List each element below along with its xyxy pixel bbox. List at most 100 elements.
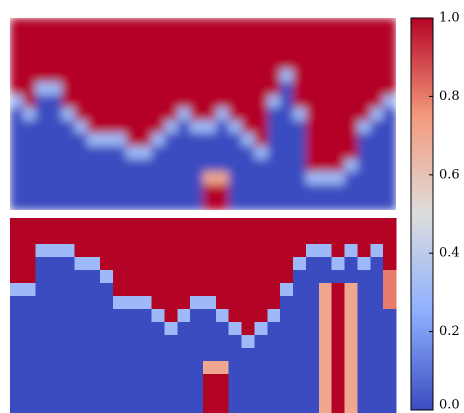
- heatmap-cell: [241, 120, 256, 134]
- heatmap-cell: [254, 94, 268, 109]
- heatmap-cell: [280, 361, 294, 375]
- heatmap-cell: [344, 120, 358, 134]
- heatmap-cell: [138, 197, 153, 210]
- heatmap-cell: [100, 82, 114, 96]
- heatmap-cell: [151, 158, 165, 173]
- heatmap-cell: [383, 69, 396, 83]
- heatmap-cell: [112, 43, 127, 57]
- heatmap-cell: [48, 361, 63, 375]
- heatmap-cell: [112, 158, 127, 173]
- heatmap-cell: [125, 94, 140, 109]
- heatmap-cell: [203, 133, 217, 147]
- heatmap-cell: [305, 231, 320, 245]
- heatmap-cell: [228, 43, 243, 57]
- heatmap-cell: [241, 374, 256, 388]
- heatmap-cell: [48, 43, 63, 57]
- heatmap-cell: [138, 335, 153, 349]
- heatmap-cell: [331, 257, 346, 271]
- heatmap-cell: [267, 107, 281, 121]
- heatmap-cell: [100, 146, 114, 160]
- heatmap-cell: [190, 244, 204, 258]
- heatmap-cell: [100, 69, 114, 83]
- heatmap-cell: [318, 374, 333, 388]
- heatmap-cell: [177, 184, 191, 198]
- heatmap-cell: [61, 387, 75, 401]
- heatmap-cell: [87, 361, 101, 375]
- heatmap-cell: [151, 69, 165, 83]
- heatmap-cell: [177, 244, 191, 258]
- heatmap-cell: [215, 146, 230, 160]
- heatmap-cell: [10, 69, 24, 83]
- heatmap-cell: [254, 335, 268, 349]
- heatmap-cell: [357, 197, 371, 210]
- heatmap-cell: [35, 43, 50, 57]
- heatmap-cell: [267, 270, 281, 284]
- heatmap-cell: [87, 94, 101, 109]
- heatmap-cell: [22, 296, 37, 310]
- heatmap-cell: [203, 120, 217, 134]
- heatmap-cell: [228, 348, 243, 362]
- heatmap-cell: [344, 30, 358, 45]
- heatmap-cell: [254, 133, 268, 147]
- heatmap-cell: [100, 107, 114, 121]
- heatmap-cell: [125, 257, 140, 271]
- heatmap-cell: [164, 231, 178, 245]
- heatmap-cell: [331, 43, 346, 57]
- heatmap-cell: [164, 146, 178, 160]
- heatmap-cell: [280, 270, 294, 284]
- heatmap-cell: [293, 374, 307, 388]
- heatmap-cell: [357, 218, 371, 232]
- heatmap-cell: [164, 309, 178, 323]
- heatmap-cell: [228, 283, 243, 297]
- heatmap-cell: [203, 270, 217, 284]
- heatmap-cell: [357, 270, 371, 284]
- heatmap-cell: [100, 322, 114, 336]
- heatmap-cell: [357, 231, 371, 245]
- heatmap-cell: [100, 231, 114, 245]
- heatmap-cell: [74, 94, 88, 109]
- heatmap-cell: [370, 133, 384, 147]
- heatmap-cell: [164, 348, 178, 362]
- heatmap-cell: [61, 184, 75, 198]
- heatmap-cell: [61, 270, 75, 284]
- heatmap-cell: [293, 43, 307, 57]
- heatmap-cell: [203, 244, 217, 258]
- heatmap-cell: [254, 120, 268, 134]
- heatmap-cell: [61, 82, 75, 96]
- heatmap-cell: [48, 107, 63, 121]
- heatmap-cell: [35, 158, 50, 173]
- heatmap-cell: [241, 146, 256, 160]
- heatmap-cell: [48, 257, 63, 271]
- heatmap-cell: [203, 361, 217, 375]
- heatmap-cell: [344, 94, 358, 109]
- heatmap-cell: [280, 348, 294, 362]
- heatmap-cell: [305, 94, 320, 109]
- heatmap-cell: [48, 94, 63, 109]
- heatmap-cell: [254, 309, 268, 323]
- heatmap-cell: [357, 296, 371, 310]
- heatmap-cell: [203, 82, 217, 96]
- heatmap-cell: [344, 69, 358, 83]
- heatmap-cell: [267, 94, 281, 109]
- heatmap-cell: [190, 218, 204, 232]
- heatmap-cell: [177, 171, 191, 185]
- heatmap-cell: [370, 56, 384, 70]
- heatmap-cell: [87, 82, 101, 96]
- heatmap-cell: [138, 296, 153, 310]
- heatmap-cell: [331, 296, 346, 310]
- heatmap-cell: [228, 335, 243, 349]
- heatmap-cell: [215, 197, 230, 210]
- heatmap-cell: [164, 244, 178, 258]
- heatmap-cell: [112, 171, 127, 185]
- heatmap-cell: [241, 361, 256, 375]
- heatmap-cell: [10, 146, 24, 160]
- heatmap-cell: [331, 94, 346, 109]
- heatmap-cell: [280, 43, 294, 57]
- heatmap-cell: [344, 309, 358, 323]
- heatmap-cell: [331, 69, 346, 83]
- heatmap-cell: [190, 184, 204, 198]
- heatmap-cell: [331, 374, 346, 388]
- heatmap-cell: [280, 400, 294, 413]
- heatmap-cell: [190, 69, 204, 83]
- heatmap-cell: [203, 231, 217, 245]
